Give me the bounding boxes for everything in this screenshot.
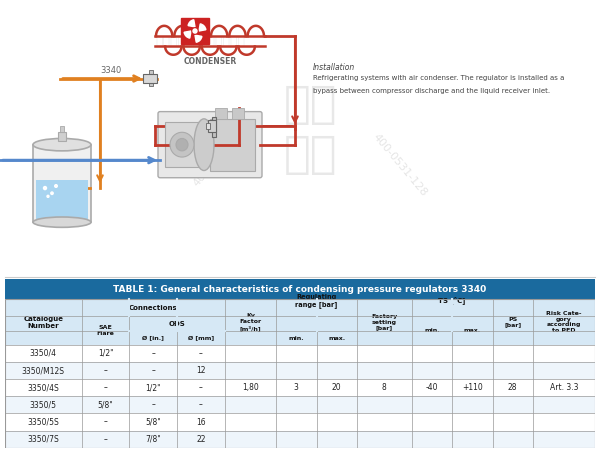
Bar [206, 123, 210, 129]
Circle shape [170, 132, 194, 157]
Bar [181, 18, 209, 45]
Text: 3340: 3340 [100, 66, 121, 75]
Circle shape [55, 184, 58, 187]
Circle shape [51, 192, 53, 194]
Text: 8: 8 [382, 383, 387, 392]
Wedge shape [199, 24, 206, 31]
Text: ODS: ODS [169, 321, 185, 327]
Circle shape [176, 139, 188, 151]
Bar [143, 74, 157, 83]
Bar [232, 108, 244, 119]
Circle shape [193, 29, 197, 33]
Text: 28: 28 [508, 383, 517, 392]
Bar [58, 132, 66, 140]
Bar [5, 299, 595, 345]
Text: 5/8": 5/8" [98, 400, 113, 410]
Text: 3350/M12S: 3350/M12S [22, 366, 65, 375]
Text: min.: min. [424, 328, 440, 333]
Text: 3350/5S: 3350/5S [28, 418, 59, 427]
Ellipse shape [33, 217, 91, 227]
Text: 1/2": 1/2" [98, 349, 113, 358]
Text: 济南冰雪制冷设备有限公司: 济南冰雪制冷设备有限公司 [155, 35, 245, 48]
Text: 7/8": 7/8" [145, 435, 161, 444]
Text: 400-0531-128: 400-0531-128 [371, 132, 429, 198]
Bar [5, 279, 595, 299]
Text: 12: 12 [196, 366, 206, 375]
Text: max.: max. [464, 328, 481, 333]
Bar [5, 345, 595, 362]
Text: 22: 22 [196, 435, 206, 444]
Ellipse shape [194, 119, 214, 171]
Circle shape [44, 186, 47, 189]
Text: 3350: 3350 [175, 114, 196, 123]
Text: –: – [104, 435, 107, 444]
Text: –: – [199, 383, 203, 392]
Text: Connections: Connections [129, 305, 178, 310]
Text: –: – [151, 400, 155, 410]
Text: -40: -40 [426, 383, 438, 392]
Text: –: – [104, 366, 107, 375]
Text: Refrigerating systems with air condenser. The regulator is installed as a: Refrigerating systems with air condenser… [313, 76, 565, 81]
Text: 5/8": 5/8" [145, 418, 161, 427]
Text: Installation: Installation [313, 63, 355, 72]
Text: 济南
冰雪: 济南 冰雪 [283, 83, 337, 176]
Circle shape [47, 195, 49, 198]
Text: PS
[bar]: PS [bar] [504, 317, 521, 328]
Bar [215, 108, 227, 119]
Text: 1/2": 1/2" [146, 383, 161, 392]
Text: bypass between compressor discharge and the liquid receiver inlet.: bypass between compressor discharge and … [313, 88, 550, 94]
Text: Art. 3.3: Art. 3.3 [550, 383, 578, 392]
Text: 16: 16 [196, 418, 206, 427]
Text: SAE
Flare: SAE Flare [97, 325, 115, 336]
Text: –: – [151, 349, 155, 358]
Text: Factory
setting
[bar]: Factory setting [bar] [371, 314, 397, 330]
Circle shape [192, 28, 198, 34]
Bar [60, 126, 64, 132]
Text: –: – [104, 418, 107, 427]
Text: –: – [151, 366, 155, 375]
Bar [5, 431, 595, 448]
Text: 400-0531-128: 400-0531-128 [191, 122, 249, 188]
Text: –: – [199, 349, 203, 358]
Text: Catalogue
Number: Catalogue Number [23, 315, 64, 328]
Text: Kv
Factor
[m³/h]: Kv Factor [m³/h] [239, 313, 262, 331]
Wedge shape [195, 35, 202, 42]
Text: 3350/5: 3350/5 [30, 400, 57, 410]
Text: max.: max. [328, 336, 345, 341]
Text: +110: +110 [462, 383, 483, 392]
Text: 3: 3 [294, 383, 299, 392]
Bar [212, 117, 216, 137]
Bar [5, 362, 595, 379]
Wedge shape [188, 20, 195, 27]
Text: TS [°C]: TS [°C] [439, 297, 466, 305]
Bar [149, 70, 153, 86]
Bar [208, 120, 216, 132]
FancyBboxPatch shape [158, 112, 262, 178]
Text: TABLE 1: General characteristics of condensing pressure regulators 3340: TABLE 1: General characteristics of cond… [113, 285, 487, 294]
Bar [210, 119, 255, 171]
Bar [5, 299, 595, 448]
Text: 3350/7S: 3350/7S [28, 435, 59, 444]
Bar [5, 379, 595, 396]
Text: –: – [104, 383, 107, 392]
Bar [165, 122, 203, 167]
Text: Regulating
range [bar]: Regulating range [bar] [295, 294, 338, 308]
Text: –: – [199, 400, 203, 410]
Bar [5, 414, 595, 431]
Bar [33, 144, 91, 222]
Wedge shape [184, 31, 191, 38]
Text: min.: min. [289, 336, 304, 341]
Bar [5, 396, 595, 414]
Text: 20: 20 [332, 383, 341, 392]
Text: Ø [in.]: Ø [in.] [142, 336, 164, 341]
Text: Risk Cate-
gory
according
to PED: Risk Cate- gory according to PED [546, 311, 582, 333]
Bar [36, 180, 88, 219]
Text: Ø [mm]: Ø [mm] [188, 336, 214, 341]
Text: 1,80: 1,80 [242, 383, 259, 392]
Text: 3350/4: 3350/4 [30, 349, 57, 358]
Ellipse shape [33, 139, 91, 151]
Text: 3350/4S: 3350/4S [28, 383, 59, 392]
Text: CONDENSER: CONDENSER [184, 57, 236, 66]
